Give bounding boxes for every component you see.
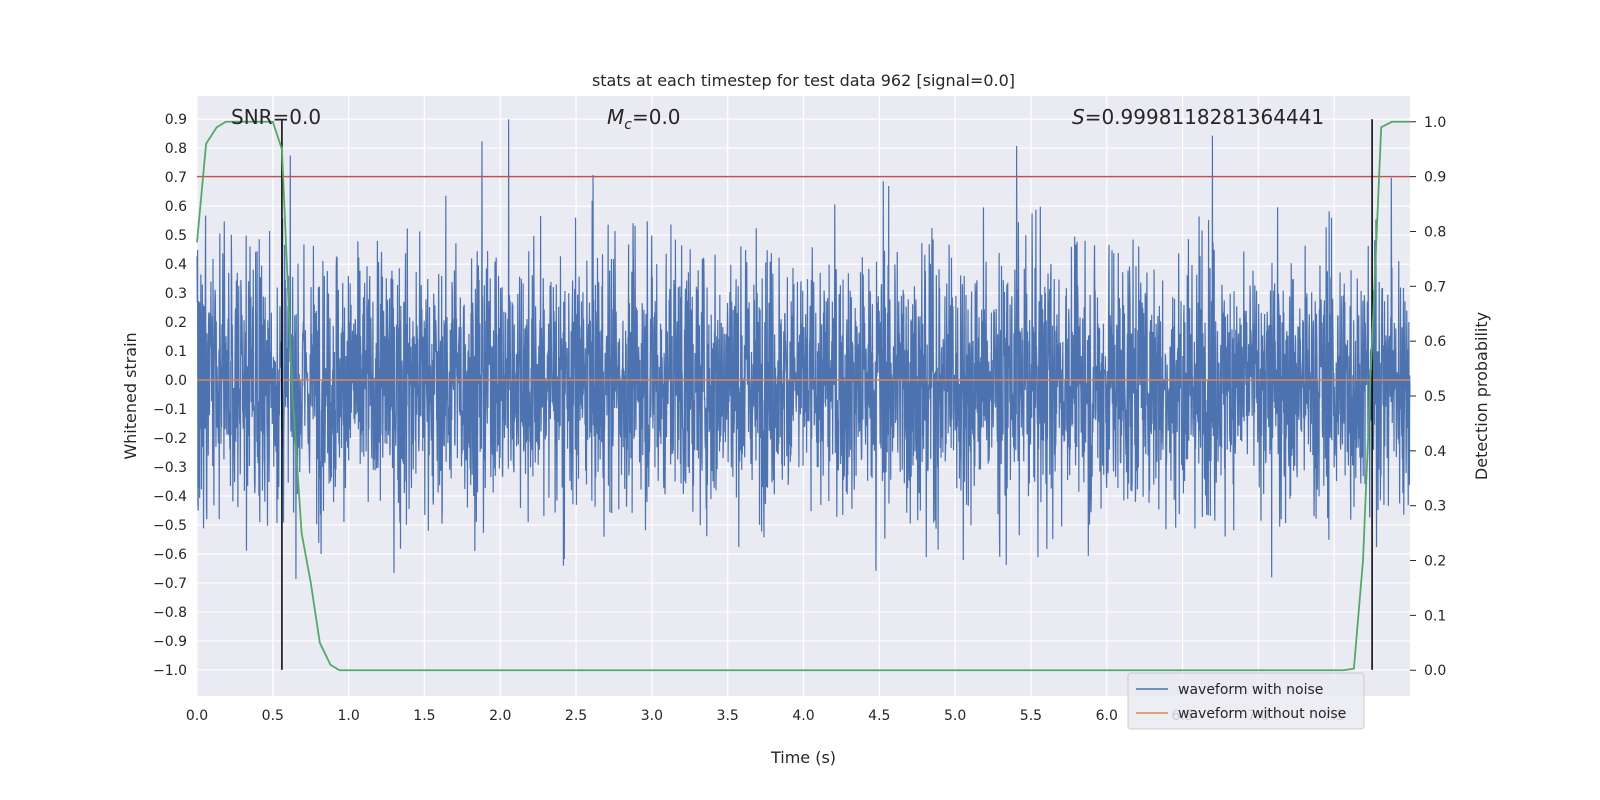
y-tick-label: 0.7 bbox=[165, 170, 187, 186]
s-annotation: S=0.9998118281364441 bbox=[1072, 105, 1324, 129]
y2-tick-label: 0.3 bbox=[1424, 499, 1446, 515]
x-tick-label: 4.5 bbox=[868, 708, 890, 724]
y-tick-label: 0.2 bbox=[165, 315, 187, 331]
y-tick-label: −0.3 bbox=[153, 460, 187, 476]
y2-tick-label: 0.1 bbox=[1424, 608, 1446, 624]
x-tick-label: 3.5 bbox=[717, 708, 739, 724]
x-axis-label: Time (s) bbox=[770, 748, 836, 767]
y2-tick-label: 0.4 bbox=[1424, 444, 1446, 460]
x-tick-label: 4.0 bbox=[792, 708, 814, 724]
y-tick-label: 0.3 bbox=[165, 286, 187, 302]
waveform-with-noise-series bbox=[196, 119, 1411, 580]
x-tick-label: 0.0 bbox=[186, 708, 208, 724]
y2-tick-label: 0.6 bbox=[1424, 334, 1446, 350]
y2-tick-label: 0.2 bbox=[1424, 554, 1446, 570]
x-tick-label: 2.5 bbox=[565, 708, 587, 724]
y-tick-label: −0.4 bbox=[153, 489, 187, 505]
y-tick-labels: 0.9 0.8 0.7 0.6 0.5 0.4 0.3 0.2 0.1 0.0 −0.1 −0.2 −0… bbox=[153, 112, 187, 679]
y-tick-label: 0.6 bbox=[165, 199, 187, 215]
x-tick-label: 0.5 bbox=[262, 708, 284, 724]
y-tick-label: −0.1 bbox=[153, 402, 187, 418]
legend-label-clean: waveform without noise bbox=[1178, 706, 1346, 722]
mc-symbol: M bbox=[607, 105, 624, 129]
y-tick-label: −1.0 bbox=[153, 663, 187, 679]
y-tick-label: 0.4 bbox=[165, 257, 187, 273]
waveform-with-noise-line bbox=[196, 119, 1411, 580]
y-tick-label: −0.9 bbox=[153, 634, 187, 650]
legend: waveform with noise waveform without noi… bbox=[1127, 672, 1365, 730]
y-tick-label: 0.9 bbox=[165, 112, 187, 128]
y2-tick-label: 1.0 bbox=[1424, 115, 1446, 131]
y2-tick-label: 0.5 bbox=[1424, 389, 1446, 405]
y-tick-label: 0.1 bbox=[165, 344, 187, 360]
y2-tick-label: 0.8 bbox=[1424, 224, 1446, 240]
detection-probability-line bbox=[196, 120, 1410, 672]
y2-tick-label: 0.0 bbox=[1424, 663, 1446, 679]
y-tick-label: 0.8 bbox=[165, 141, 187, 157]
snr-annotation: SNR=0.0 bbox=[231, 105, 321, 129]
x-tick-label: 1.0 bbox=[337, 708, 359, 724]
y2-tick-label: 0.9 bbox=[1424, 170, 1446, 186]
legend-label-noise: waveform with noise bbox=[1178, 682, 1323, 698]
overlay-lines bbox=[196, 119, 1410, 672]
mc-value: =0.0 bbox=[632, 105, 681, 129]
y-tick-label: −0.5 bbox=[153, 518, 187, 534]
s-value: =0.9998118281364441 bbox=[1085, 105, 1324, 129]
y2-tick-label: 0.7 bbox=[1424, 279, 1446, 295]
y-tick-label: 0.5 bbox=[165, 228, 187, 244]
s-symbol: S bbox=[1072, 105, 1085, 129]
mc-annotation: Mc=0.0 bbox=[607, 105, 681, 133]
legend-box bbox=[1127, 672, 1365, 730]
x-tick-label: 3.0 bbox=[641, 708, 663, 724]
x-tick-label: 5.5 bbox=[1020, 708, 1042, 724]
y-tick-label: 0.0 bbox=[165, 373, 187, 389]
y-axis-label: Whitened strain bbox=[121, 332, 140, 459]
x-tick-label: 6.0 bbox=[1096, 708, 1118, 724]
y2-tick-labels: 1.0 0.9 0.8 0.7 0.6 0.5 0.4 0.3 0.2 0.1 0.0 bbox=[1410, 115, 1446, 679]
y-tick-label: −0.6 bbox=[153, 547, 187, 563]
x-tick-label: 2.0 bbox=[489, 708, 511, 724]
y-tick-label: −0.7 bbox=[153, 576, 187, 592]
x-tick-label: 5.0 bbox=[944, 708, 966, 724]
mc-subscript: c bbox=[624, 117, 632, 133]
y-tick-label: −0.2 bbox=[153, 431, 187, 447]
chart-title: stats at each timestep for test data 962… bbox=[592, 71, 1015, 90]
y2-axis-label: Detection probability bbox=[1472, 312, 1491, 480]
x-tick-label: 1.5 bbox=[413, 708, 435, 724]
y-tick-label: −0.8 bbox=[153, 605, 187, 621]
